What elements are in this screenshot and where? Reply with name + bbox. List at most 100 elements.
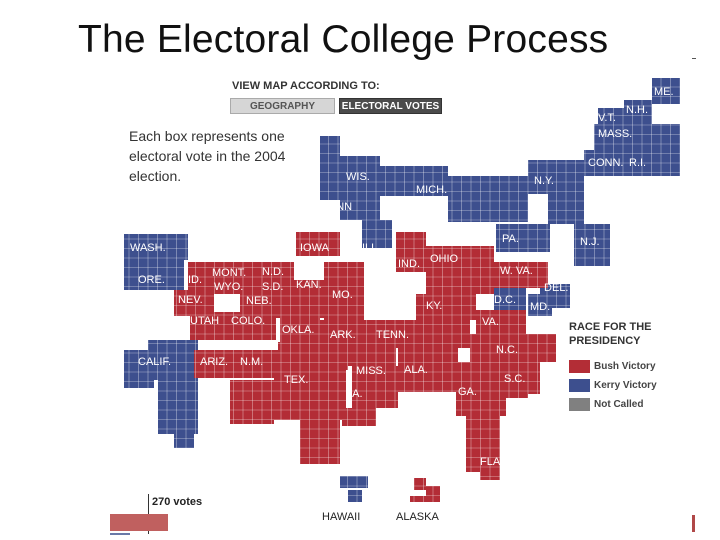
state-label-tenn: TENN. (376, 329, 409, 341)
vote-block (230, 380, 274, 424)
kerry-swatch (569, 379, 590, 392)
vote-block (496, 224, 550, 252)
vote-block (340, 156, 380, 190)
state-label-fla: FLA. (480, 456, 503, 468)
state-label-n-y: N.Y. (534, 175, 554, 187)
vote-block (528, 294, 552, 316)
edge-mark (692, 515, 695, 532)
state-label-iowa: IOWA (300, 242, 330, 254)
legend-item-not-called: Not Called (569, 398, 643, 411)
vote-block (398, 348, 458, 392)
vote-block (476, 310, 526, 334)
vote-block (414, 478, 426, 490)
state-label-v-t: V.T. (598, 112, 616, 124)
state-label-n-m: N.M. (240, 356, 263, 368)
vote-block (274, 370, 346, 420)
vote-block (362, 220, 392, 248)
vote-block (416, 294, 476, 320)
state-label-s-c: S.C. (504, 373, 525, 385)
legend-title: RACE FOR THE PRESIDENCY (569, 321, 652, 347)
scale-bar (110, 514, 168, 531)
state-label-hawaii: HAWAII (322, 511, 360, 523)
state-label-ind: IND. (398, 258, 420, 270)
state-label-me: ME. (654, 86, 674, 98)
vote-block (494, 288, 526, 310)
vote-block (174, 434, 194, 448)
state-label-w-va: W. VA. (500, 265, 533, 277)
legend-item-kerry: Kerry Victory (569, 379, 657, 392)
vote-block (300, 420, 340, 464)
vote-block (158, 380, 198, 434)
state-label-wyo: WYO. (214, 281, 243, 293)
vote-block (278, 342, 348, 370)
scale-underline (110, 533, 130, 535)
vote-block (296, 232, 340, 256)
state-label-ore: ORE. (138, 274, 165, 286)
view-map-label: VIEW MAP ACCORDING TO: (232, 80, 380, 92)
vote-block (282, 320, 328, 342)
state-label-md: MD. (530, 301, 550, 313)
state-label-ala: ALA. (404, 364, 428, 376)
vote-block (448, 176, 528, 222)
state-label-s-d: S.D. (262, 281, 283, 293)
state-label-n-h: N.H. (626, 104, 648, 116)
map-panel: ME. N.H. V.T. MASS. CONN. R.I. N.Y. WIS. MICH. MI… (110, 68, 690, 534)
state-label-ky: KY. (426, 300, 442, 312)
vote-block (396, 232, 426, 272)
vote-block (340, 344, 396, 366)
scale-label: 270 votes (152, 496, 203, 508)
state-label-calif: CALIF. (138, 356, 171, 368)
vote-block (348, 490, 362, 502)
state-label-id: ID. (188, 274, 202, 286)
vote-block (210, 262, 294, 280)
vote-block (500, 362, 540, 394)
legend-label-kerry: Kerry Victory (594, 380, 657, 391)
state-label-pa: PA. (502, 233, 519, 245)
state-label-mass: MASS. (598, 128, 632, 140)
state-label-wis: WIS. (346, 171, 370, 183)
vote-block (594, 124, 680, 150)
state-label-ark: ARK. (330, 329, 356, 341)
vote-block (320, 136, 340, 200)
state-label-kan: KAN. (296, 279, 322, 291)
state-label-mont: MONT. (212, 267, 246, 279)
geography-toggle-button[interactable]: GEOGRAPHY (230, 98, 335, 114)
state-label-d-c: D.C. (494, 294, 516, 306)
vote-block (194, 350, 236, 378)
state-label-n-c: N.C. (496, 344, 518, 356)
vote-block (456, 392, 506, 416)
vote-block (426, 246, 494, 294)
state-label-va: VA. (482, 316, 499, 328)
state-label-la: LA. (346, 388, 363, 400)
vote-block (352, 366, 398, 408)
state-label-utah: UTAH (190, 315, 219, 327)
slide-title: The Electoral College Process (78, 18, 609, 61)
electoral-votes-toggle-button[interactable]: ELECTORAL VOTES (339, 98, 442, 114)
map-note: Each box represents one electoral vote i… (129, 128, 286, 184)
vote-block (598, 108, 626, 126)
state-label-ariz: ARIZ. (200, 356, 228, 368)
vote-block (356, 476, 368, 488)
vote-block (410, 496, 440, 502)
state-label-r-i: R.I. (629, 157, 646, 169)
state-label-nev: NEV. (178, 294, 203, 306)
not-called-swatch (569, 398, 590, 411)
state-label-del: DEL. (544, 282, 568, 294)
electoral-map: ME. N.H. V.T. MASS. CONN. R.I. N.Y. WIS. MICH. MI… (110, 68, 690, 534)
state-label-minn: MINN (324, 201, 352, 213)
vote-block (494, 262, 548, 288)
bush-swatch (569, 360, 590, 373)
vote-block (148, 340, 198, 380)
legend-item-bush: Bush Victory (569, 360, 656, 373)
vote-block (174, 290, 214, 316)
state-label-tex: TEX. (284, 374, 308, 386)
vote-block (124, 260, 184, 290)
vote-block (340, 190, 380, 220)
state-label-okla: OKLA. (282, 324, 314, 336)
vote-block (652, 78, 680, 104)
legend-label-bush: Bush Victory (594, 361, 656, 372)
state-label-wash: WASH. (130, 242, 166, 254)
state-label-n-j: N.J. (580, 236, 600, 248)
vote-block (466, 416, 500, 472)
state-label-conn: CONN. (588, 157, 623, 169)
